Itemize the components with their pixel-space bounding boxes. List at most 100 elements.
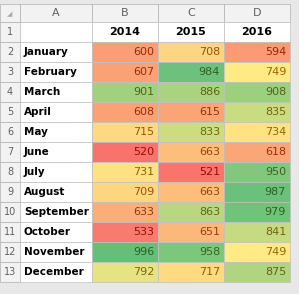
Bar bbox=[0, 222, 20, 242]
Text: November: November bbox=[24, 247, 85, 257]
Text: 600: 600 bbox=[133, 47, 154, 57]
Text: B: B bbox=[121, 8, 129, 18]
Text: July: July bbox=[24, 167, 46, 177]
Bar bbox=[0, 42, 20, 62]
Text: August: August bbox=[24, 187, 65, 197]
Text: December: December bbox=[24, 267, 84, 277]
Text: 8: 8 bbox=[7, 167, 13, 177]
Text: 6: 6 bbox=[7, 127, 13, 137]
Bar bbox=[0, 142, 20, 162]
Bar bbox=[92, 42, 158, 62]
Text: 886: 886 bbox=[199, 87, 220, 97]
Text: 717: 717 bbox=[199, 267, 220, 277]
Text: ◢: ◢ bbox=[7, 11, 13, 17]
Text: 615: 615 bbox=[199, 107, 220, 117]
Bar bbox=[20, 182, 92, 202]
Bar bbox=[158, 42, 224, 62]
Bar bbox=[224, 62, 290, 82]
Text: 5: 5 bbox=[7, 107, 13, 117]
Text: 863: 863 bbox=[199, 207, 220, 217]
Bar bbox=[0, 182, 20, 202]
Bar bbox=[20, 122, 92, 142]
Bar bbox=[224, 4, 290, 22]
Bar bbox=[20, 162, 92, 182]
Text: 958: 958 bbox=[199, 247, 220, 257]
Bar bbox=[158, 242, 224, 262]
Bar bbox=[158, 262, 224, 282]
Bar bbox=[92, 162, 158, 182]
Bar bbox=[20, 102, 92, 122]
Text: 708: 708 bbox=[199, 47, 220, 57]
Text: 608: 608 bbox=[133, 107, 154, 117]
Text: 792: 792 bbox=[133, 267, 154, 277]
Bar bbox=[20, 42, 92, 62]
Text: 2014: 2014 bbox=[109, 27, 141, 37]
Bar bbox=[158, 142, 224, 162]
Text: January: January bbox=[24, 47, 69, 57]
Text: 9: 9 bbox=[7, 187, 13, 197]
Bar bbox=[92, 62, 158, 82]
Bar bbox=[224, 42, 290, 62]
Bar bbox=[20, 62, 92, 82]
Text: April: April bbox=[24, 107, 52, 117]
Text: May: May bbox=[24, 127, 48, 137]
Bar bbox=[158, 202, 224, 222]
Bar bbox=[92, 102, 158, 122]
Text: 996: 996 bbox=[133, 247, 154, 257]
Bar bbox=[92, 242, 158, 262]
Bar bbox=[0, 62, 20, 82]
Text: June: June bbox=[24, 147, 50, 157]
Bar bbox=[224, 22, 290, 42]
Bar bbox=[158, 182, 224, 202]
Text: 709: 709 bbox=[133, 187, 154, 197]
Bar bbox=[224, 202, 290, 222]
Text: March: March bbox=[24, 87, 60, 97]
Text: October: October bbox=[24, 227, 71, 237]
Bar bbox=[92, 142, 158, 162]
Text: 607: 607 bbox=[133, 67, 154, 77]
Bar bbox=[0, 4, 20, 22]
Bar bbox=[224, 142, 290, 162]
Text: 663: 663 bbox=[199, 147, 220, 157]
Text: 520: 520 bbox=[133, 147, 154, 157]
Text: 2016: 2016 bbox=[242, 27, 272, 37]
Text: 7: 7 bbox=[7, 147, 13, 157]
Bar bbox=[92, 4, 158, 22]
Bar bbox=[158, 82, 224, 102]
Bar bbox=[20, 242, 92, 262]
Bar bbox=[92, 122, 158, 142]
Bar bbox=[92, 182, 158, 202]
Text: 521: 521 bbox=[199, 167, 220, 177]
Bar bbox=[0, 82, 20, 102]
Bar bbox=[92, 22, 158, 42]
Bar bbox=[158, 4, 224, 22]
Text: 984: 984 bbox=[199, 67, 220, 77]
Text: 734: 734 bbox=[265, 127, 286, 137]
Bar bbox=[20, 82, 92, 102]
Bar bbox=[0, 162, 20, 182]
Text: 13: 13 bbox=[4, 267, 16, 277]
Bar bbox=[158, 22, 224, 42]
Bar bbox=[92, 262, 158, 282]
Bar bbox=[0, 242, 20, 262]
Bar bbox=[20, 22, 92, 42]
Bar bbox=[92, 82, 158, 102]
Bar bbox=[0, 202, 20, 222]
Bar bbox=[20, 262, 92, 282]
Bar bbox=[0, 262, 20, 282]
Bar bbox=[224, 242, 290, 262]
Text: 4: 4 bbox=[7, 87, 13, 97]
Text: February: February bbox=[24, 67, 77, 77]
Text: 950: 950 bbox=[265, 167, 286, 177]
Bar bbox=[224, 162, 290, 182]
Text: 618: 618 bbox=[265, 147, 286, 157]
Bar bbox=[92, 202, 158, 222]
Bar bbox=[158, 122, 224, 142]
Text: 3: 3 bbox=[7, 67, 13, 77]
Text: A: A bbox=[52, 8, 60, 18]
Text: September: September bbox=[24, 207, 89, 217]
Bar bbox=[158, 162, 224, 182]
Bar bbox=[224, 222, 290, 242]
Bar bbox=[224, 182, 290, 202]
Text: 2015: 2015 bbox=[176, 27, 206, 37]
